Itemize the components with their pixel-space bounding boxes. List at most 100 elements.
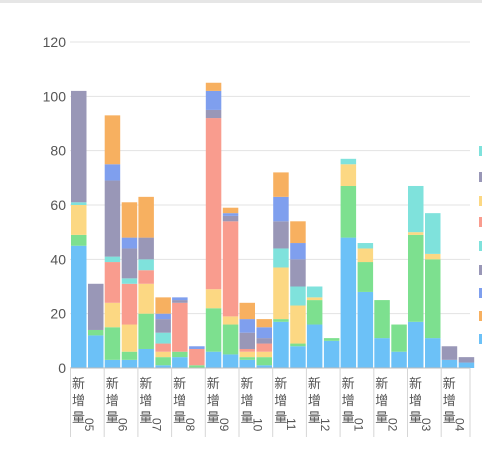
bar-segment (205, 289, 222, 309)
bar-segment (155, 313, 171, 320)
bar-segment (121, 359, 138, 368)
bar-segment (408, 232, 424, 235)
bar-segment (256, 319, 272, 328)
bar-segment (256, 338, 272, 344)
bar-segment (425, 253, 441, 260)
bar-segment (71, 202, 87, 205)
legend-swatch (479, 172, 482, 182)
bar-segment (121, 351, 138, 360)
y-tick-label: 120 (43, 34, 67, 50)
bar-segment (408, 185, 424, 233)
x-tick-label-char: 量 (139, 410, 152, 425)
x-tick-label-number: 08 (183, 418, 197, 432)
bar-segment (222, 213, 239, 216)
y-tick-label: 80 (50, 143, 66, 159)
bar-segment (323, 340, 340, 368)
bar-segment (357, 262, 374, 292)
bar-segment (357, 248, 374, 263)
bar-segment (273, 248, 289, 268)
bar-segment (172, 302, 188, 352)
bar-segment (306, 300, 323, 325)
bar-segment (408, 234, 424, 322)
bar-segment (222, 207, 239, 214)
bar-segment (239, 359, 255, 368)
x-tick-label-char: 量 (241, 410, 254, 425)
x-tick-label-char: 增 (308, 393, 321, 408)
y-tick-label: 20 (50, 306, 66, 322)
bar-segment (222, 316, 239, 325)
x-tick-label-char: 增 (409, 393, 422, 408)
x-tick-label-char: 增 (375, 393, 388, 408)
bar-segment (290, 221, 306, 244)
bar-segment (138, 237, 154, 260)
bar-segment (256, 343, 272, 352)
bar-segment (104, 327, 121, 360)
bar-segment (88, 335, 104, 368)
bar-segment (458, 362, 475, 368)
bar-segment (121, 324, 138, 352)
x-tick-label-char: 增 (106, 393, 119, 408)
y-tick-label: 0 (58, 360, 66, 376)
x-tick-label-char: 新 (443, 376, 456, 391)
bar-segment (340, 185, 357, 238)
bar-segment (340, 237, 357, 368)
bar-segment (357, 291, 374, 368)
x-tick-label-number: 07 (149, 418, 163, 432)
legend-swatch (479, 311, 482, 321)
bar-segment (172, 351, 188, 358)
x-tick-label-char: 新 (308, 376, 321, 391)
bar-segment (138, 270, 154, 284)
bar-segment (374, 338, 390, 368)
bar-segment (71, 205, 87, 235)
bar-segment (273, 196, 289, 222)
bar-segment (104, 115, 121, 165)
bar-segment (273, 172, 289, 197)
y-tick-label: 60 (50, 197, 66, 213)
x-tick-label-char: 新 (139, 376, 152, 391)
bar-segment (155, 297, 171, 314)
x-tick-label-char: 量 (308, 410, 321, 425)
bar-segment (290, 343, 306, 347)
legend-swatch (479, 265, 482, 275)
bar-segment (256, 351, 272, 358)
bar-segment (239, 302, 255, 320)
bar-segment (441, 346, 458, 360)
x-tick-label-char: 增 (173, 393, 186, 408)
bar-segment (306, 297, 323, 301)
bar-segment (391, 351, 407, 368)
x-tick-label-char: 量 (207, 410, 220, 425)
bar-segment (222, 221, 239, 317)
x-tick-label-number: 05 (82, 418, 96, 432)
bar-segment (458, 357, 475, 363)
bar-segment (138, 348, 154, 368)
bar-segment (155, 319, 171, 333)
bar-segment (71, 245, 87, 368)
x-tick-label-char: 增 (139, 393, 152, 408)
bar-segment (155, 332, 171, 344)
bar-segment (256, 327, 272, 339)
bar-segment (88, 283, 104, 330)
bar-segment (121, 278, 138, 284)
legend-swatch (479, 217, 482, 227)
bar-segment (290, 259, 306, 287)
bar-segment (104, 256, 121, 263)
x-tick-label-char: 新 (72, 376, 85, 391)
bar-segment (239, 332, 255, 349)
bar-segment (357, 243, 374, 249)
bar-segment (222, 354, 239, 368)
bar-segment (290, 305, 306, 344)
bar-segment (306, 324, 323, 368)
bar-segment (138, 196, 154, 238)
x-tick-label-char: 新 (375, 376, 388, 391)
x-tick-label-number: 01 (352, 418, 366, 432)
bar-segment (121, 237, 138, 249)
x-tick-label-char: 量 (72, 410, 85, 425)
bar-segment (290, 286, 306, 306)
bar-segment (239, 357, 255, 360)
legend-swatch (479, 196, 482, 206)
bar-segment (104, 164, 121, 181)
bar-segment (121, 283, 138, 325)
window-top-border (0, 0, 482, 3)
bar-segment (239, 348, 255, 352)
